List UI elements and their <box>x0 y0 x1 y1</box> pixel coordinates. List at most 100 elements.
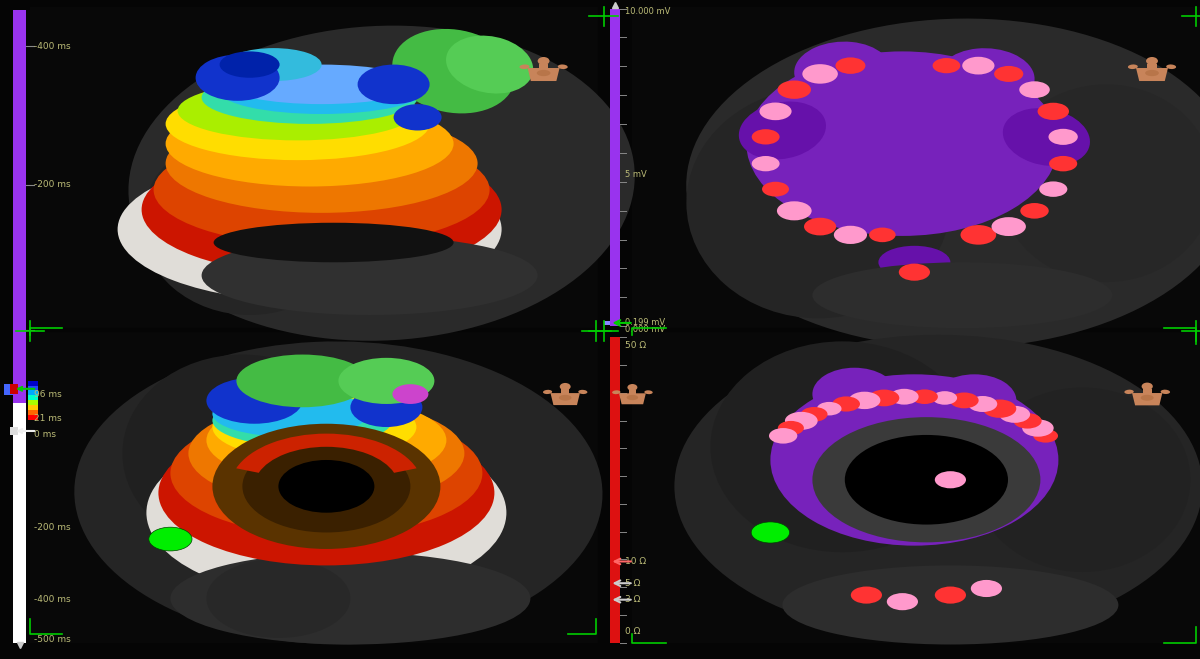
Ellipse shape <box>770 374 1058 546</box>
Text: -400 ms: -400 ms <box>34 42 71 51</box>
Text: 3 Ω: 3 Ω <box>625 595 641 604</box>
Text: 5 mV: 5 mV <box>625 170 647 179</box>
Ellipse shape <box>932 374 1016 427</box>
Bar <box>28 400 38 405</box>
Bar <box>632 331 1200 643</box>
Ellipse shape <box>74 341 602 645</box>
Text: 0 ms: 0 ms <box>34 430 55 440</box>
Bar <box>28 380 38 386</box>
Bar <box>10 384 18 394</box>
Polygon shape <box>619 393 646 404</box>
Circle shape <box>242 440 410 532</box>
Ellipse shape <box>1145 70 1159 76</box>
Circle shape <box>834 226 868 244</box>
Ellipse shape <box>166 101 454 186</box>
Bar <box>562 389 570 393</box>
Circle shape <box>833 397 860 412</box>
Ellipse shape <box>612 390 620 394</box>
Ellipse shape <box>212 391 368 437</box>
Ellipse shape <box>128 26 635 341</box>
Ellipse shape <box>226 65 418 104</box>
Text: 10 Ω: 10 Ω <box>625 557 647 566</box>
Circle shape <box>149 527 192 551</box>
Bar <box>30 331 598 643</box>
Ellipse shape <box>350 387 422 427</box>
Ellipse shape <box>686 88 950 318</box>
Ellipse shape <box>812 368 896 420</box>
Ellipse shape <box>118 157 502 302</box>
Bar <box>629 390 636 393</box>
Ellipse shape <box>170 552 530 645</box>
Ellipse shape <box>142 144 502 275</box>
Text: 0.000 mV: 0.000 mV <box>625 325 665 334</box>
Circle shape <box>751 129 780 144</box>
Circle shape <box>991 217 1026 236</box>
Ellipse shape <box>878 246 950 279</box>
Text: 0 Ω: 0 Ω <box>625 627 641 636</box>
Ellipse shape <box>220 68 424 114</box>
Text: -200 ms: -200 ms <box>34 180 71 189</box>
Bar <box>632 7 1200 328</box>
Ellipse shape <box>166 114 478 213</box>
Ellipse shape <box>1146 57 1158 65</box>
Circle shape <box>962 57 995 74</box>
Ellipse shape <box>158 420 494 565</box>
Circle shape <box>869 227 895 242</box>
Ellipse shape <box>710 341 974 552</box>
Ellipse shape <box>1128 65 1138 69</box>
Ellipse shape <box>358 65 430 104</box>
Bar <box>28 415 38 420</box>
Circle shape <box>1038 103 1069 120</box>
Polygon shape <box>551 393 580 405</box>
Ellipse shape <box>1160 389 1170 394</box>
Text: -200 ms: -200 ms <box>34 523 71 532</box>
Bar <box>539 64 548 69</box>
Circle shape <box>983 399 1016 418</box>
Ellipse shape <box>1166 65 1176 69</box>
Bar <box>610 337 620 643</box>
Circle shape <box>776 201 811 220</box>
Circle shape <box>932 391 958 405</box>
Ellipse shape <box>170 411 482 536</box>
Ellipse shape <box>394 104 442 130</box>
Circle shape <box>869 389 899 407</box>
Circle shape <box>785 412 817 430</box>
Circle shape <box>778 80 811 99</box>
Ellipse shape <box>1141 383 1153 390</box>
Circle shape <box>968 396 997 412</box>
Bar <box>610 9 620 326</box>
Ellipse shape <box>578 390 588 394</box>
Ellipse shape <box>188 401 464 506</box>
Bar <box>28 386 38 390</box>
Text: 0.199 mV: 0.199 mV <box>625 318 665 328</box>
Polygon shape <box>1136 68 1168 81</box>
Ellipse shape <box>338 358 434 404</box>
Bar <box>1147 64 1157 69</box>
Ellipse shape <box>794 42 890 101</box>
Circle shape <box>1014 413 1042 428</box>
Circle shape <box>762 182 788 196</box>
Ellipse shape <box>212 394 416 460</box>
Ellipse shape <box>166 88 430 160</box>
Circle shape <box>206 559 350 638</box>
Circle shape <box>835 57 865 74</box>
Ellipse shape <box>938 48 1034 107</box>
Bar <box>28 390 38 395</box>
Ellipse shape <box>226 48 322 81</box>
Bar <box>13 10 26 403</box>
Circle shape <box>1000 406 1030 423</box>
Circle shape <box>932 58 960 73</box>
Text: -400 ms: -400 ms <box>34 595 71 604</box>
Text: 10.000 mV: 10.000 mV <box>625 7 671 16</box>
Ellipse shape <box>626 395 638 400</box>
Bar <box>10 427 18 435</box>
Circle shape <box>890 389 919 405</box>
Circle shape <box>1049 129 1078 145</box>
Ellipse shape <box>998 84 1200 282</box>
Ellipse shape <box>559 395 571 401</box>
Circle shape <box>804 217 836 235</box>
Text: 50 Ω: 50 Ω <box>625 341 647 350</box>
Circle shape <box>950 393 979 409</box>
Circle shape <box>911 389 938 404</box>
Circle shape <box>817 402 841 415</box>
